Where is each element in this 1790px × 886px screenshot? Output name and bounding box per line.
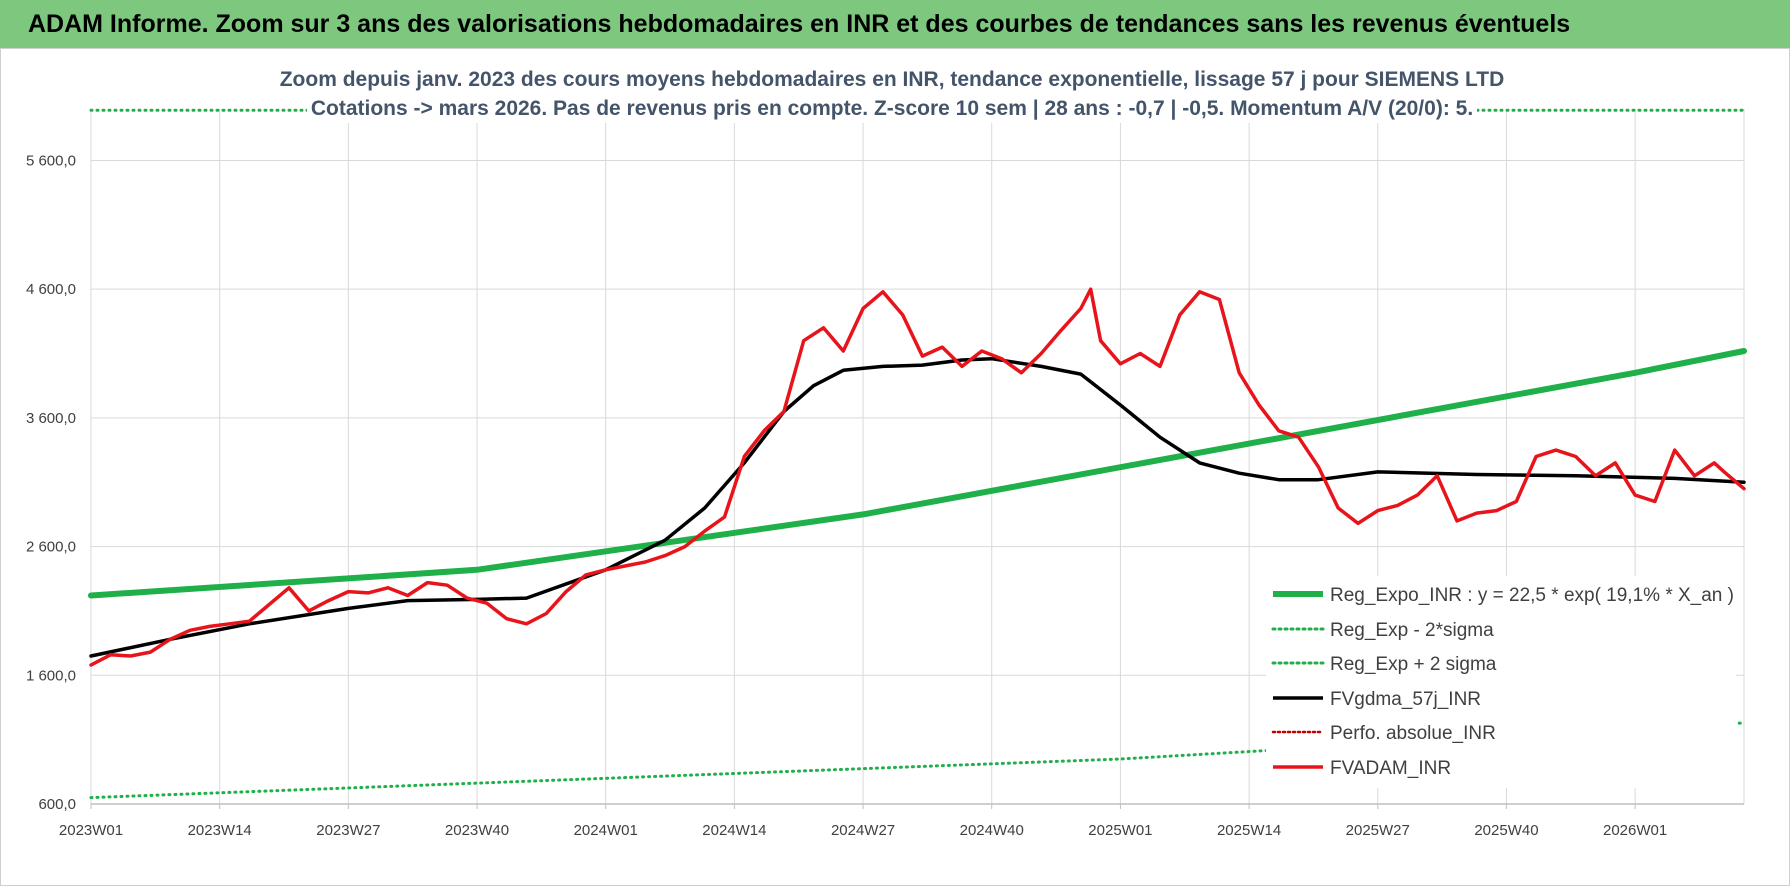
x-tick-label: 2025W40 [1474,822,1538,839]
x-tick-label: 2024W01 [574,822,638,839]
legend-box [1266,576,1736,788]
x-tick-label: 2023W01 [59,822,123,839]
y-tick-label: 1 600,0 [26,667,76,684]
y-tick-label: 5 600,0 [26,152,76,169]
x-tick-label: 2025W27 [1346,822,1410,839]
x-tick-label: 2023W14 [188,822,252,839]
legend-label-plus-sigma: Reg_Exp + 2 sigma [1330,654,1497,675]
x-tick-label: 2024W27 [831,822,895,839]
chart-area: 600,0 1 600,0 2 600,0 3 600,0 4 600,0 5 600,0… [0,48,1790,886]
chart-subtitle-line-1: Zoom depuis janv. 2023 des cours moyens … [280,68,1505,91]
x-tick-label: 2023W27 [316,822,380,839]
x-tick-label: 2026W01 [1603,822,1667,839]
x-tick-label: 2023W40 [445,822,509,839]
legend-label-minus-sigma: Reg_Exp - 2*sigma [1330,620,1494,641]
x-tick-label: 2025W14 [1217,822,1281,839]
x-tick-labels: 2023W01 2023W14 2023W27 2023W40 2024W01 2024W… [59,822,1667,839]
y-tick-label: 2 600,0 [26,539,76,556]
series-line-5 [89,287,1746,667]
y-tick-labels: 600,0 1 600,0 2 600,0 3 600,0 4 600,0 5 600,0 [26,152,76,813]
legend-label-gdma: FVgdma_57j_INR [1330,689,1481,710]
subtitle-box [307,55,1477,123]
y-tick-label: 3 600,0 [26,410,76,427]
series-line-1 [89,721,1746,800]
legend-label-reg-expo: Reg_Expo_INR : y = 22,5 * exp( 19,1% * X… [1330,585,1734,606]
legend: Reg_Expo_INR : y = 22,5 * exp( 19,1% * X… [1266,576,1736,788]
y-tick-label: 4 600,0 [26,281,76,298]
chart-subtitle-line-2: Cotations -> mars 2026. Pas de revenus p… [311,97,1473,120]
x-tick-label: 2024W40 [960,822,1024,839]
chart-svg: 600,0 1 600,0 2 600,0 3 600,0 4 600,0 5 600,0… [26,55,1747,839]
series-line-0 [88,348,1747,599]
legend-label-fvadam: FVADAM_INR [1330,758,1451,779]
x-tick-label: 2024W14 [702,822,766,839]
page-title: ADAM Informe. Zoom sur 3 ans des valoris… [0,0,1790,48]
legend-label-perfo: Perfo. absolue_INR [1330,723,1496,744]
x-tick-label: 2025W01 [1088,822,1152,839]
y-tick-label: 600,0 [38,796,76,813]
grid [90,109,1745,809]
